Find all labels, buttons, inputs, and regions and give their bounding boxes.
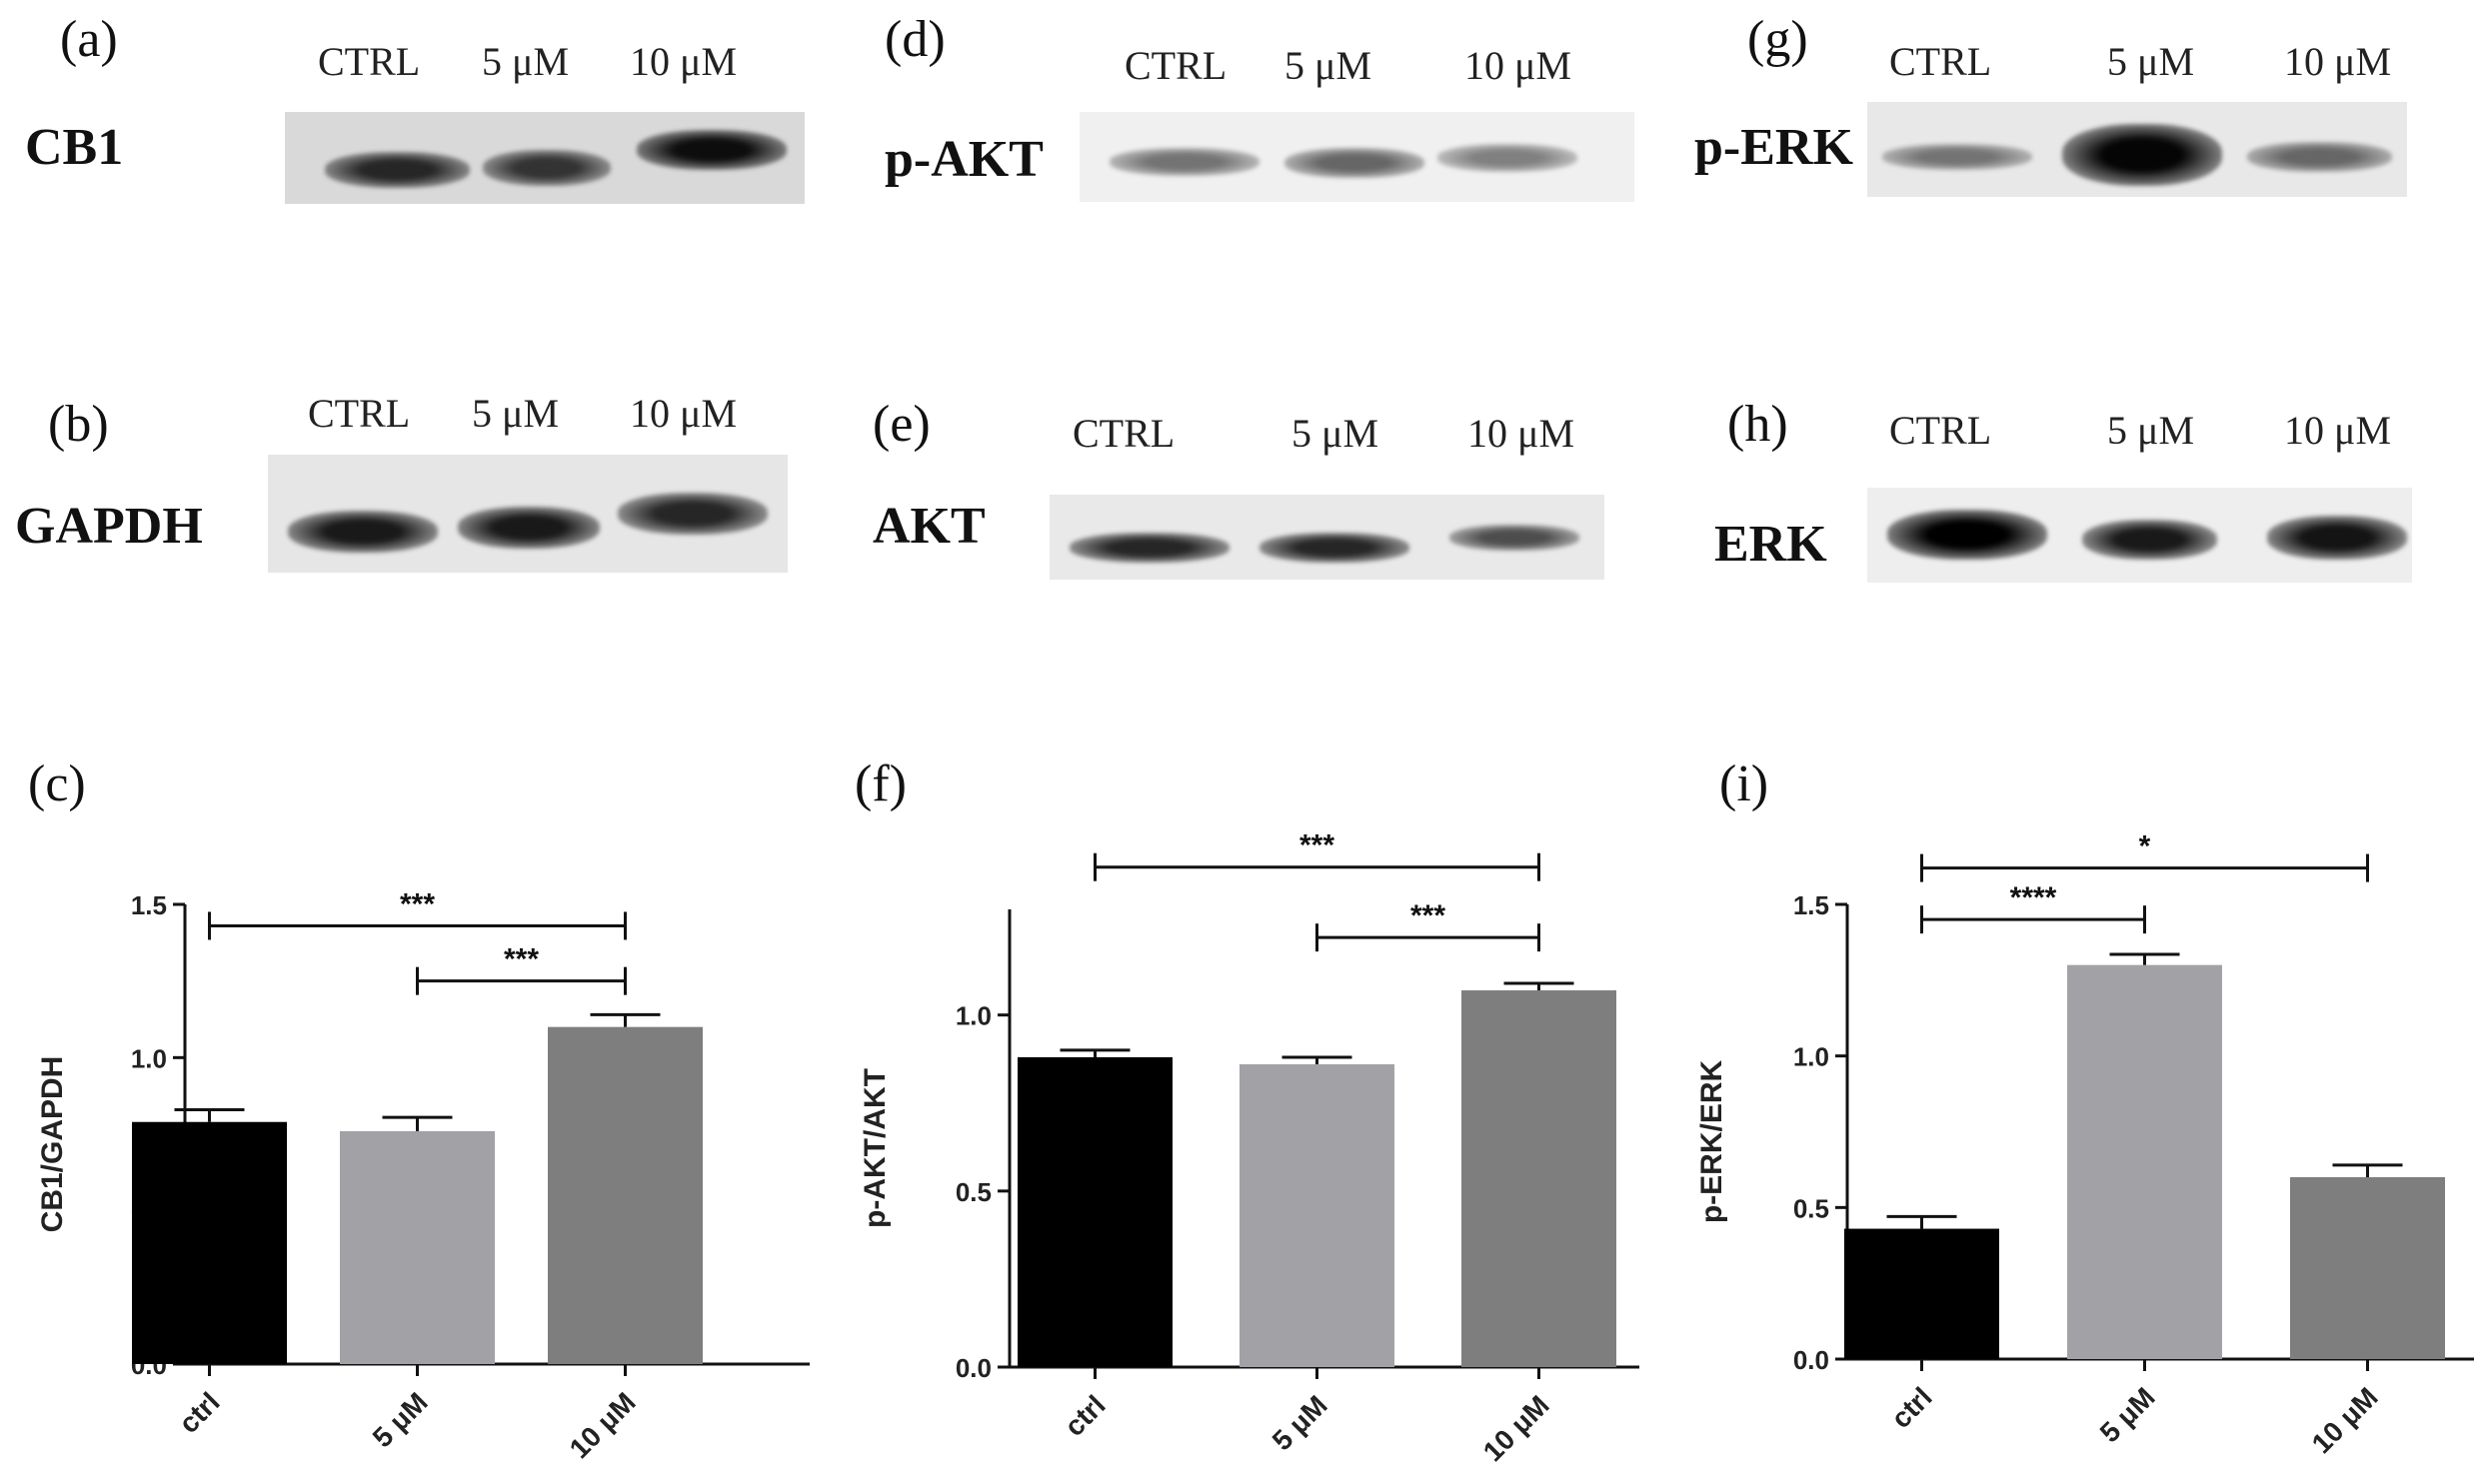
x-tick-label-c: 5 μM: [367, 1386, 434, 1453]
protein-label-perk: p-ERK: [1694, 119, 1853, 176]
band-erk-10um: [2267, 516, 2407, 560]
bar-c-0: [132, 1121, 287, 1364]
y-tick-label-f: 0.5: [956, 1177, 992, 1207]
lane-label-pakt-ctrl: CTRL: [1125, 43, 1228, 88]
band-akt-5um: [1259, 533, 1409, 563]
significance-label-c: ***: [504, 943, 539, 976]
y-tick-label-i: 1.5: [1793, 890, 1829, 920]
band-gapdh-10um: [618, 493, 768, 535]
x-tick-label-f: ctrl: [1059, 1389, 1112, 1442]
y-tick-label-i: 0.0: [1793, 1345, 1829, 1375]
lane-label-perk-10um: 10 μM: [2284, 39, 2392, 84]
band-cb1-ctrl: [325, 152, 470, 188]
significance-label-f: ***: [1410, 899, 1445, 932]
band-pakt-ctrl: [1110, 148, 1259, 176]
panel-label-g: (g): [1747, 11, 1808, 68]
bar-f-2: [1461, 990, 1616, 1367]
lane-label-akt-ctrl: CTRL: [1073, 411, 1176, 456]
blot-image-cb1: [285, 112, 805, 204]
bar-f-1: [1240, 1064, 1394, 1367]
band-cb1-10um: [637, 130, 787, 170]
y-axis-label-i: p-ERK/ERK: [1695, 1060, 1728, 1224]
blot-image-gapdh: [268, 455, 788, 573]
band-perk-10um: [2247, 142, 2392, 172]
panel-label-f: (f): [855, 755, 907, 812]
y-tick-label-c: 1.0: [131, 1043, 167, 1073]
panel-label-d: (d): [885, 11, 946, 68]
significance-label-i: *: [2139, 830, 2151, 863]
lane-label-gapdh-5um: 5 μM: [472, 391, 560, 436]
x-tick-label-c: 10 μM: [564, 1386, 642, 1464]
y-tick-label-f: 1.0: [956, 1001, 992, 1031]
lane-label-pakt-10um: 10 μM: [1464, 43, 1572, 88]
band-perk-5um: [2062, 124, 2222, 186]
band-pakt-5um: [1284, 148, 1424, 178]
protein-label-gapdh: GAPDH: [15, 498, 203, 555]
band-erk-5um: [2082, 520, 2217, 560]
lane-label-erk-10um: 10 μM: [2284, 408, 2392, 453]
bar-i-2: [2290, 1177, 2445, 1359]
y-tick-label-i: 0.5: [1793, 1193, 1829, 1223]
x-tick-label-i: 5 μM: [2094, 1381, 2161, 1448]
x-tick-label-f: 5 μM: [1266, 1389, 1333, 1456]
protein-label-erk: ERK: [1714, 516, 1827, 573]
lane-label-erk-5um: 5 μM: [2107, 408, 2195, 453]
lane-label-gapdh-ctrl: CTRL: [308, 391, 411, 436]
lane-label-akt-5um: 5 μM: [1291, 411, 1379, 456]
significance-label-f: ***: [1299, 829, 1334, 862]
panel-label-e: (e): [873, 396, 931, 453]
x-tick-label-i: ctrl: [1885, 1381, 1938, 1434]
lane-label-pakt-5um: 5 μM: [1284, 43, 1372, 88]
lane-label-cb1-10um: 10 μM: [630, 39, 738, 84]
y-tick-label-f: 0.0: [956, 1353, 992, 1383]
chart-f: 0.0 0.5 1.0 p-AKT/AKT ctrl 5 μM 10 μM *** ***: [859, 829, 1639, 1467]
band-gapdh-5um: [458, 507, 600, 549]
x-tick-label-f: 10 μM: [1477, 1389, 1555, 1467]
blot-image-akt: [1050, 495, 1604, 580]
protein-label-pakt: p-AKT: [885, 131, 1044, 188]
panel-label-b: (b): [48, 396, 109, 453]
panel-label-c: (c): [28, 755, 86, 812]
lane-label-perk-ctrl: CTRL: [1889, 39, 1992, 84]
blot-image-erk: [1867, 488, 2412, 583]
bar-c-1: [340, 1130, 495, 1364]
bar-c-2: [548, 1026, 703, 1364]
lane-label-cb1-5um: 5 μM: [482, 39, 570, 84]
significance-label-c: ***: [400, 887, 435, 920]
protein-label-akt: AKT: [873, 498, 986, 555]
band-akt-10um: [1449, 525, 1579, 551]
band-gapdh-ctrl: [288, 511, 438, 553]
y-axis-label-f: p-AKT/AKT: [859, 1068, 892, 1228]
panel-label-i: (i): [1719, 755, 1769, 812]
bar-i-0: [1844, 1228, 1999, 1359]
y-tick-label-c: 1.5: [131, 890, 167, 920]
band-erk-ctrl: [1887, 510, 2047, 560]
blot-image-perk: [1867, 102, 2407, 197]
lane-label-akt-10um: 10 μM: [1467, 411, 1575, 456]
panel-label-a: (a): [60, 11, 118, 68]
lane-label-perk-5um: 5 μM: [2107, 39, 2195, 84]
lane-label-cb1-ctrl: CTRL: [318, 39, 421, 84]
band-cb1-5um: [483, 150, 611, 186]
blot-image-pakt: [1080, 112, 1634, 202]
bar-i-1: [2067, 964, 2222, 1359]
panel-label-h: (h): [1727, 396, 1788, 453]
lane-label-gapdh-10um: 10 μM: [630, 391, 738, 436]
band-perk-ctrl: [1882, 144, 2032, 170]
lane-label-erk-ctrl: CTRL: [1889, 408, 1992, 453]
band-akt-ctrl: [1070, 533, 1230, 563]
x-tick-label-i: 10 μM: [2306, 1381, 2384, 1459]
bar-f-0: [1018, 1056, 1173, 1367]
x-tick-label-c: ctrl: [173, 1386, 226, 1439]
y-tick-label-i: 1.0: [1793, 1042, 1829, 1072]
band-pakt-10um: [1437, 144, 1577, 172]
protein-label-cb1: CB1: [25, 119, 124, 176]
significance-label-i: ****: [2010, 881, 2057, 914]
y-axis-label-c: CB1/GAPDH: [36, 1056, 69, 1233]
